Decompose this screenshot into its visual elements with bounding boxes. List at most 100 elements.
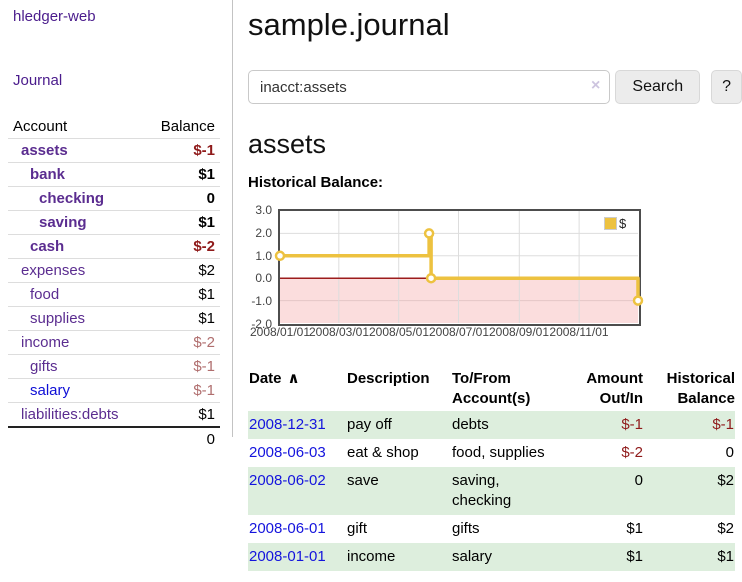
data-point-marker <box>423 228 435 239</box>
x-tick-label: 2008/07/01 <box>428 325 490 339</box>
account-balance: $-1 <box>114 138 220 163</box>
help-button[interactable]: ? <box>711 70 742 104</box>
accounts-header-balance: Balance <box>160 118 215 135</box>
transaction-balance: $1 <box>717 548 734 565</box>
app-title-link[interactable]: hledger-web <box>13 8 96 25</box>
y-tick-label: 3.0 <box>255 203 272 217</box>
account-link-assets[interactable]: assets <box>21 142 68 159</box>
sort-ascending-icon: ∧ <box>287 370 300 387</box>
account-balance: $2 <box>114 258 220 283</box>
account-balance: $-2 <box>114 234 220 259</box>
transaction-accounts: saving, checking <box>452 472 512 509</box>
account-link-salary[interactable]: salary <box>30 382 71 399</box>
account-balance: $-1 <box>114 378 220 403</box>
account-link-liabilities-debts[interactable]: liabilities:debts <box>21 406 119 423</box>
transaction-accounts: debts <box>452 416 489 433</box>
account-row-saving: saving $1 <box>8 210 220 235</box>
account-link-checking[interactable]: checking <box>39 190 105 207</box>
data-point-marker <box>425 272 437 284</box>
account-balance: $-1 <box>114 354 220 379</box>
transaction-balance: 0 <box>725 444 734 461</box>
account-link-gifts[interactable]: gifts <box>30 358 58 375</box>
legend-label: $ <box>619 216 627 231</box>
account-balance: $1 <box>114 162 220 187</box>
account-heading: assets <box>248 129 327 159</box>
transaction-row: 2008-12-31 pay off debts $-1 $-1 <box>248 411 735 439</box>
account-balance: $1 <box>114 282 220 307</box>
transaction-row: 2008-06-01 gift gifts $1 $2 <box>248 515 735 543</box>
transaction-date-link[interactable]: 2008-06-03 <box>249 444 326 461</box>
transaction-row: 2008-06-02 save saving, checking 0 $2 <box>248 467 735 515</box>
transaction-amount: $1 <box>626 548 643 565</box>
account-balance: $1 <box>114 210 220 235</box>
sidebar-item-journal[interactable]: Journal <box>13 72 63 89</box>
accounts-header-account: Account <box>13 118 68 135</box>
account-row-assets: assets $-1 <box>8 138 220 163</box>
search-button[interactable]: Search <box>615 70 701 104</box>
register-header-date[interactable]: Date ∧ <box>248 365 346 411</box>
legend-swatch-icon <box>604 217 617 230</box>
page-title: sample.journal <box>248 7 450 42</box>
account-balance: $1 <box>114 402 220 427</box>
data-point-marker <box>274 250 286 262</box>
transaction-amount: $-1 <box>621 416 643 433</box>
search-input[interactable] <box>248 70 611 104</box>
account-row-liabilities-debts: liabilities:debts $1 <box>8 402 220 427</box>
register-table: Date ∧ Description To/From Account(s) Amo… <box>248 365 735 571</box>
x-tick-label: 2008/09/01 <box>488 325 550 339</box>
register-header-accounts: To/From Account(s) <box>452 370 531 407</box>
account-link-saving[interactable]: saving <box>39 214 87 231</box>
transaction-description: income <box>347 548 396 565</box>
register-header-amount: Amount Out/In <box>586 370 643 407</box>
account-link-bank[interactable]: bank <box>30 166 66 183</box>
account-link-income[interactable]: income <box>21 334 70 351</box>
account-row-supplies: supplies $1 <box>8 306 220 331</box>
transaction-amount: $-2 <box>621 444 643 461</box>
account-row-food: food $1 <box>8 282 220 307</box>
account-row-bank: bank $1 <box>8 162 220 187</box>
accounts-table: Account Balance assets $-1 bank $1 check… <box>8 115 220 451</box>
search-form: × Search ? <box>248 70 742 104</box>
clear-search-icon[interactable]: × <box>591 77 601 94</box>
chart-heading: Historical Balance: <box>248 174 384 191</box>
transaction-date-link[interactable]: 2008-01-01 <box>249 548 326 565</box>
transaction-date-link[interactable]: 2008-06-02 <box>249 472 326 489</box>
transaction-date-link[interactable]: 2008-06-01 <box>249 520 326 537</box>
y-tick-label: 1.0 <box>255 249 272 263</box>
account-link-cash[interactable]: cash <box>30 238 65 255</box>
transaction-accounts: gifts <box>452 520 480 537</box>
transaction-balance: $2 <box>717 520 734 537</box>
account-row-expenses: expenses $2 <box>8 258 220 283</box>
y-tick-label: -2.0 <box>251 317 272 331</box>
chart-legend: $ <box>604 216 626 231</box>
account-link-expenses[interactable]: expenses <box>21 262 86 279</box>
date-header-label: Date <box>249 370 282 387</box>
main-content: sample.journal × Search ? assets Histori… <box>248 0 742 571</box>
accounts-total-row: 0 <box>8 426 220 451</box>
transaction-description: gift <box>347 520 368 537</box>
account-link-food[interactable]: food <box>30 286 60 303</box>
transaction-row: 2008-01-01 income salary $1 $1 <box>248 543 735 571</box>
register-header-row: Date ∧ Description To/From Account(s) Amo… <box>248 365 735 411</box>
transaction-description: save <box>347 472 379 489</box>
account-row-income: income $-2 <box>8 330 220 355</box>
sidebar: hledger-web Journal Account Balance asse… <box>0 0 233 451</box>
transaction-amount: $1 <box>626 520 643 537</box>
register-header-balance: Historical Balance <box>666 370 735 407</box>
y-tick-label: 0.0 <box>255 271 272 285</box>
chart-plot-area <box>274 209 644 326</box>
accounts-total-value: 0 <box>114 426 220 451</box>
account-link-supplies[interactable]: supplies <box>30 310 86 327</box>
account-row-salary: salary $-1 <box>8 378 220 403</box>
x-tick-label: 2008/03/01 <box>308 325 370 339</box>
transaction-balance: $-1 <box>712 416 734 433</box>
plot-border <box>278 209 641 326</box>
y-tick-label: 2.0 <box>255 226 272 240</box>
x-tick-label: 2008/01/01 <box>249 325 311 339</box>
historical-balance-chart: 3.0 2.0 1.0 0.0 -1.0 -2.0 <box>248 203 648 345</box>
account-balance: $1 <box>114 306 220 331</box>
transaction-accounts: salary <box>452 548 493 565</box>
account-row-gifts: gifts $-1 <box>8 354 220 379</box>
transaction-amount: 0 <box>634 472 643 489</box>
transaction-date-link[interactable]: 2008-12-31 <box>249 416 326 433</box>
